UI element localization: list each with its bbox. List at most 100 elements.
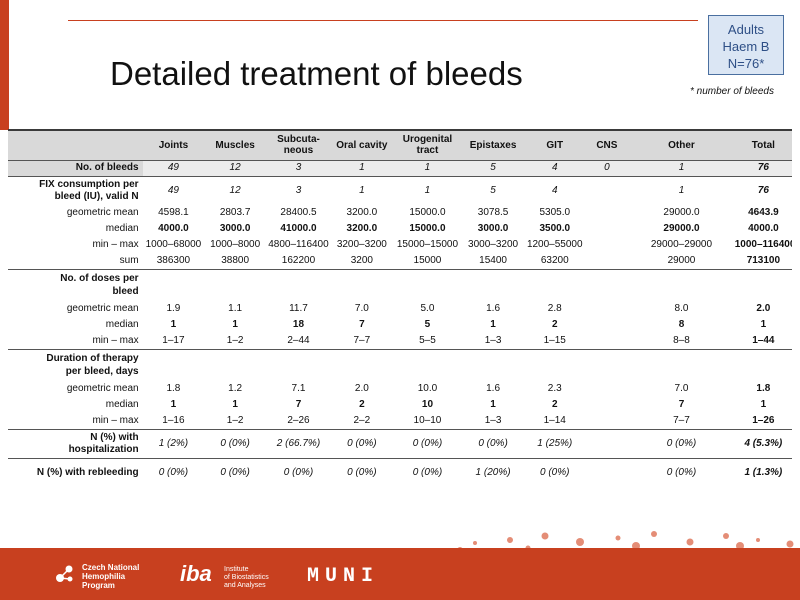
table-cell: 1.9 — [166, 303, 181, 314]
table-cell: 0 (0%) — [142, 457, 205, 487]
table-cell — [142, 268, 205, 301]
table-cell: 29000–29000 — [650, 239, 713, 250]
table-cell: 0 (0%) — [204, 457, 266, 487]
table-cell: 1 — [392, 175, 463, 205]
table-cell: 3000.0 — [219, 223, 251, 234]
row-label: Duration of therapy per bleed, days — [8, 348, 143, 381]
table-cell: 3200 — [350, 254, 373, 266]
decorative-dot — [576, 538, 584, 546]
table-cell: 1 (2%) — [142, 428, 205, 458]
iba-logo-text: Institute of Biostatistics and Analyses — [224, 566, 269, 590]
table-cell — [142, 348, 205, 381]
header-row: Joints Muscles Subcuta-neous Oral cavity Uro… — [8, 131, 792, 160]
table-cell: 4800–116400 — [268, 239, 329, 250]
table-row: min – max 1000–68000 1000–8000 4800–116400 3… — [8, 237, 792, 253]
column-header: Urogenital tract — [392, 131, 463, 160]
decorative-dot — [723, 533, 729, 539]
table-cell — [331, 348, 393, 381]
table-cell: 3078.5 — [477, 207, 509, 218]
table-cell: 2803.7 — [219, 207, 251, 218]
table-cell — [585, 457, 629, 487]
table-cell: 4000.0 — [158, 223, 189, 234]
table-row: median 4000.0 3000.0 41000.0 3200.0 15000.0 30… — [8, 221, 792, 237]
table-cell: 2 (66.7%) — [265, 428, 331, 458]
table-cell: 1–44 — [752, 334, 775, 346]
bleeds-table-container: Joints Muscles Subcuta-neous Oral cavity Uro… — [8, 129, 792, 532]
row-label: median — [105, 399, 139, 410]
table-cell: 5–5 — [419, 334, 436, 346]
bleeds-table: Joints Muscles Subcuta-neous Oral cavity Uro… — [8, 131, 792, 487]
table-cell: 3 — [265, 175, 331, 205]
column-header: Muscles — [204, 131, 266, 160]
table-row: N (%) with rebleeding 0 (0%) 0 (0%) 0 (0%) 0… — [8, 457, 792, 487]
table-cell: 15000.0 — [409, 207, 446, 218]
table-cell: 0 (0%) — [265, 457, 331, 487]
row-label: median — [105, 319, 139, 330]
row-label-line: Duration of therapy — [46, 353, 139, 365]
table-cell: 5.0 — [420, 303, 435, 314]
table-cell: 7–7 — [673, 414, 690, 426]
accent-top-line — [68, 20, 698, 21]
chnp-logo-icon — [56, 565, 73, 582]
table-cell: 7 — [295, 399, 302, 410]
badge-line-2: Haem B — [722, 39, 770, 54]
table-row: min – max 1–17 1–2 2–44 7–7 5–5 1–3 1–15 8–8 1–44 — [8, 333, 792, 349]
table-cell: 11.7 — [289, 303, 308, 314]
table-cell — [586, 333, 629, 349]
table-cell: 63200 — [540, 254, 569, 266]
column-header-line: Muscles — [215, 139, 255, 151]
column-header: Other — [628, 131, 735, 160]
column-header-line: tract — [416, 145, 439, 157]
table-cell: 4 (5.3%) — [734, 428, 792, 458]
row-label-line: bleed (IU), valid N — [54, 190, 139, 202]
table-cell: 76 — [734, 159, 792, 176]
table-cell: 3 — [265, 159, 331, 176]
table-cell: 0 (0%) — [628, 428, 735, 458]
cohort-badge: Adults Haem B N=76* — [708, 15, 784, 75]
accent-side-bar — [0, 0, 9, 130]
table-cell: 1 — [170, 319, 177, 330]
table-row: N (%) with hospitalization 1 (2%) 0 (0%) 2 (… — [8, 428, 792, 458]
row-label: FIX consumption per bleed (IU), valid N — [8, 175, 143, 205]
table-cell: 28400.5 — [280, 207, 317, 218]
table-cell: 1 — [490, 399, 496, 410]
row-label-line: per bleed, days — [65, 366, 139, 378]
table-cell: 10 — [421, 399, 434, 410]
badge-line-1: Adults — [727, 22, 765, 37]
table-cell: 2 — [359, 399, 365, 410]
table-cell: 4 — [523, 159, 586, 176]
table-cell: 0 (0%) — [523, 457, 586, 487]
decorative-dot — [786, 540, 794, 548]
table-cell — [585, 175, 629, 205]
table-cell — [204, 268, 266, 301]
row-label: No. of bleeds — [8, 159, 143, 176]
table-cell: 1 — [490, 319, 496, 330]
table-cell: 1 (1.3%) — [734, 457, 792, 487]
table-cell: 2–2 — [353, 414, 371, 426]
table-cell: 5 — [424, 319, 431, 330]
table-cell: 0 — [585, 159, 629, 176]
table-cell: 4643.9 — [748, 207, 779, 218]
row-label-line: bleed — [112, 286, 139, 298]
table-row: geometric mean 1.8 1.2 7.1 2.0 10.0 1.6 2.3 7.0 1… — [8, 381, 792, 397]
column-header-line: Other — [668, 139, 695, 151]
table-cell: 49 — [142, 159, 205, 176]
table-cell: 1 — [628, 159, 735, 176]
table-cell: 8–8 — [673, 334, 690, 346]
column-header-line: Total — [751, 139, 775, 151]
row-label: min – max — [92, 414, 139, 426]
table-cell — [586, 221, 629, 237]
table-cell: 0 (0%) — [204, 428, 266, 458]
table-cell — [585, 348, 629, 381]
table-cell: 0 (0%) — [331, 428, 393, 458]
iba-line-3: and Analyses — [224, 582, 266, 589]
table-cell: 1 — [232, 399, 238, 410]
table-cell: 10–10 — [413, 414, 442, 426]
table-cell: 1 — [232, 319, 238, 330]
badge-line-3: N=76* — [727, 56, 765, 71]
table-cell — [586, 397, 629, 413]
table-cell — [392, 348, 463, 381]
table-cell: 1.1 — [228, 303, 243, 314]
table-cell — [523, 348, 586, 381]
table-cell: 1000–68000 — [145, 239, 202, 250]
